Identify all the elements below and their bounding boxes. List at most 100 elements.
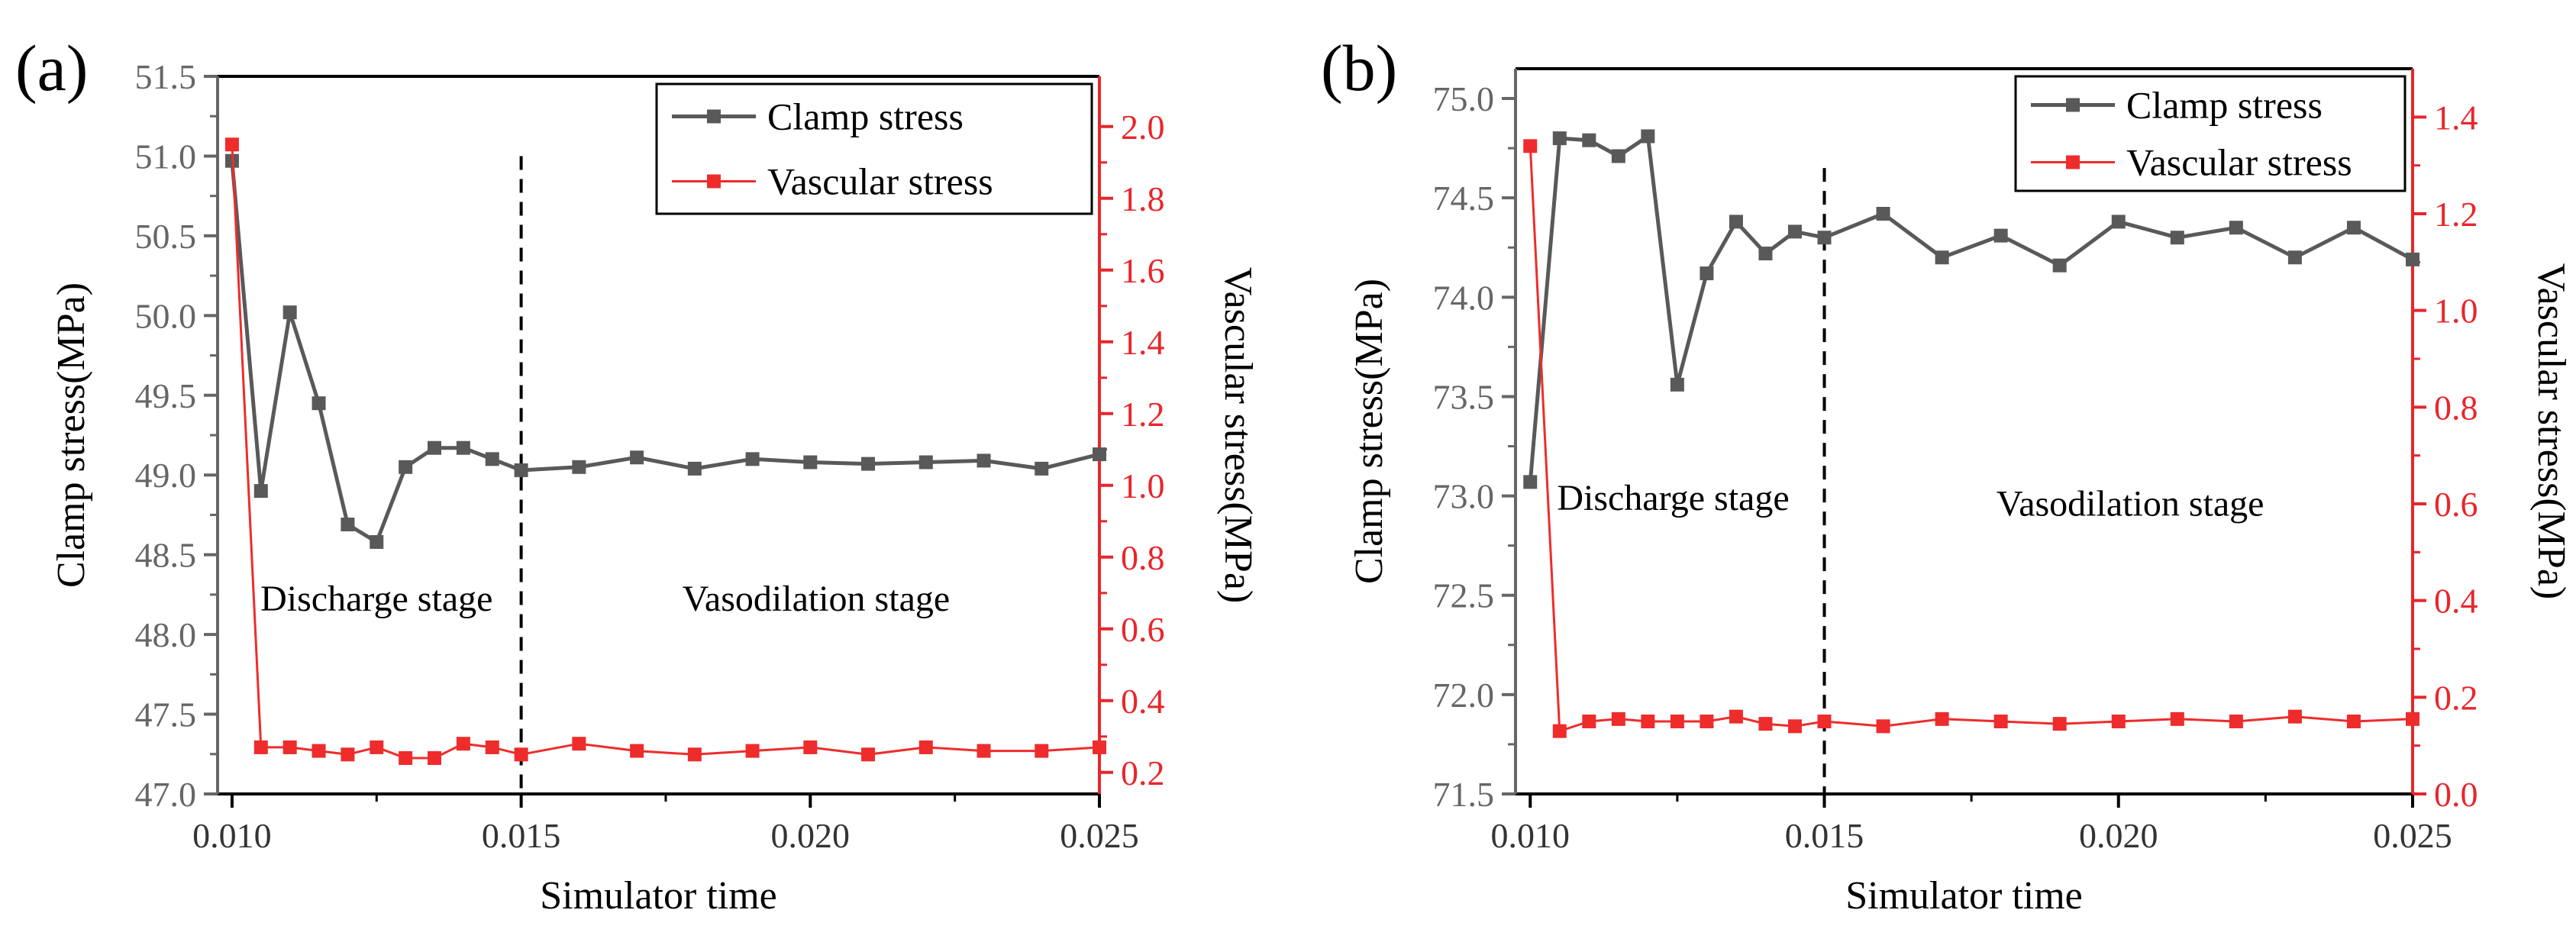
data-point <box>1611 712 1625 726</box>
data-point <box>1611 149 1625 163</box>
y-right-tick-label: 1.2 <box>1121 395 1165 434</box>
data-point <box>918 455 933 470</box>
panel-label: (a) <box>15 31 88 105</box>
y-left-tick-label: 74.5 <box>1433 179 1495 218</box>
y-left-tick-label: 49.5 <box>135 376 197 415</box>
y-left-tick-label: 51.5 <box>135 57 197 96</box>
stage-annotation: Vasodilation stage <box>1997 484 2264 524</box>
y-left-tick-label: 48.5 <box>135 536 197 575</box>
data-point <box>572 737 586 751</box>
data-point <box>918 740 933 754</box>
legend-swatch-marker <box>2066 155 2080 169</box>
y-right-tick-label: 0.2 <box>2434 678 2478 717</box>
data-point <box>1729 709 1743 724</box>
y-left-tick-label: 71.5 <box>1433 775 1495 814</box>
y-right-tick-label: 0.4 <box>2434 582 2478 621</box>
data-point <box>341 747 355 762</box>
legend-swatch-marker <box>707 174 721 189</box>
y-left-tick-label: 50.5 <box>135 217 197 256</box>
y-left-tick-label: 51.0 <box>135 137 197 176</box>
y-right-tick-label: 1.4 <box>2434 98 2478 137</box>
data-point <box>312 396 326 411</box>
series-vascular-stress <box>224 137 1106 765</box>
data-point <box>1552 724 1567 738</box>
data-point <box>2111 215 2126 229</box>
y-left-tick-label: 47.5 <box>135 695 197 734</box>
data-point <box>428 751 442 765</box>
series-line <box>1528 146 2413 733</box>
data-point <box>2406 712 2419 726</box>
x-tick-label: 0.015 <box>1785 816 1864 855</box>
data-point <box>2346 715 2361 728</box>
y-left-tick-label: 75.0 <box>1433 79 1495 118</box>
data-point <box>630 744 644 758</box>
legend-label: Clamp stress <box>767 95 964 138</box>
legend-swatch-marker <box>707 109 721 124</box>
x-tick-label: 0.010 <box>192 816 272 855</box>
data-point <box>2229 715 2243 728</box>
y-left-tick-label: 72.0 <box>1433 676 1495 715</box>
stage-annotation: Discharge stage <box>1557 478 1789 518</box>
y-right-tick-label: 1.2 <box>2434 195 2478 234</box>
y-left-axis-title: Clamp stress(MPa) <box>50 282 93 588</box>
data-point <box>428 440 442 455</box>
data-point <box>2052 717 2067 731</box>
data-point <box>1993 715 2008 728</box>
data-point <box>803 740 818 754</box>
y-right-tick-label: 0.6 <box>2434 485 2478 524</box>
data-point <box>514 747 528 762</box>
data-point <box>1093 740 1106 754</box>
data-point <box>485 740 499 754</box>
x-tick-label: 0.020 <box>771 816 851 855</box>
data-point <box>253 740 268 754</box>
data-point <box>399 751 413 765</box>
stage-annotation: Vasodilation stage <box>683 579 951 619</box>
y-left-tick-label: 50.0 <box>135 296 197 335</box>
data-point <box>1758 717 1773 731</box>
data-point <box>2406 252 2419 266</box>
data-point <box>1035 461 1049 476</box>
data-point <box>282 305 297 320</box>
data-point <box>1582 133 1596 147</box>
data-point <box>1700 715 1714 728</box>
data-point <box>2287 709 2302 724</box>
x-tick-label: 0.025 <box>2373 816 2452 855</box>
y-right-tick-label: 0.6 <box>1121 610 1165 649</box>
data-point <box>1758 247 1773 261</box>
data-point <box>224 137 239 152</box>
data-point <box>253 484 268 499</box>
data-point <box>745 744 760 758</box>
data-point <box>485 452 499 466</box>
data-point <box>1523 139 1538 153</box>
data-point <box>572 460 586 474</box>
chart-panel-b: (b) 0.010 0.015 0.020 0.025 71.5 72.0 72.5 73.0 7… <box>1321 31 2573 918</box>
y-left-axis-title: Clamp stress(MPa) <box>1348 279 1391 584</box>
data-point <box>2052 258 2067 273</box>
data-point <box>312 744 326 758</box>
x-axis-title: Simulator time <box>540 874 777 918</box>
data-point <box>456 440 470 455</box>
data-point <box>370 740 384 754</box>
data-point <box>976 744 991 758</box>
data-point <box>1817 715 1832 728</box>
y-left-tick-label: 73.5 <box>1433 377 1495 416</box>
series-clamp-stress <box>1523 129 2419 489</box>
series-line <box>230 160 1100 544</box>
data-point <box>1700 266 1714 281</box>
data-point <box>2170 712 2184 726</box>
y-right-tick-label: 1.8 <box>1121 179 1165 218</box>
data-point <box>1729 215 1743 229</box>
data-point <box>1641 129 1655 144</box>
y-left-tick-label: 73.0 <box>1433 477 1495 516</box>
data-point <box>861 457 876 471</box>
series-vascular-stress <box>1523 139 2419 738</box>
y-right-tick-label: 0.8 <box>1121 538 1165 577</box>
y-right-tick-label: 0.8 <box>2434 388 2478 427</box>
y-left-tick-label: 72.5 <box>1433 576 1495 615</box>
data-point <box>1787 224 1802 239</box>
series-line <box>231 144 1100 760</box>
data-point <box>861 747 876 762</box>
y-left-tick-label: 47.0 <box>135 775 197 814</box>
x-axis-title: Simulator time <box>1845 874 2083 918</box>
